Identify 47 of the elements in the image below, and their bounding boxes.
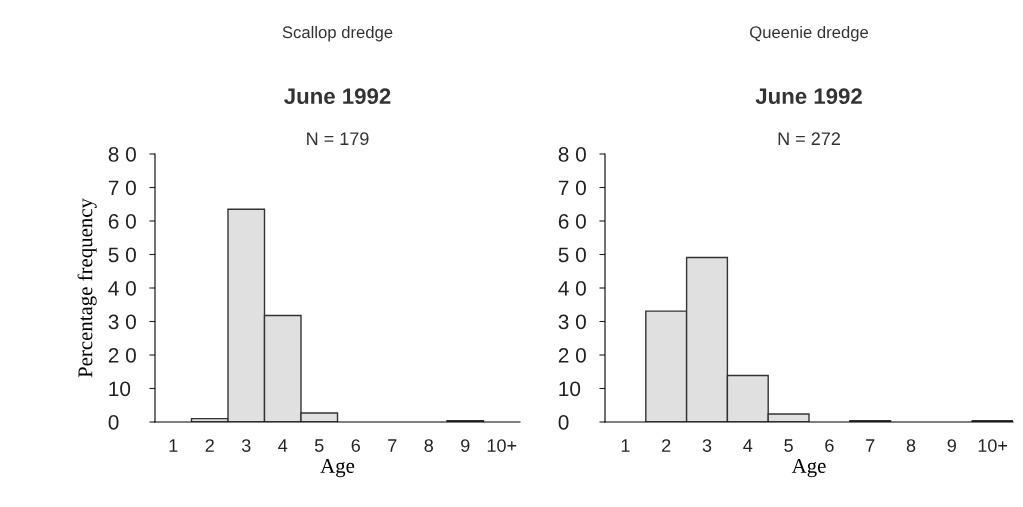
- y-tick-label: 4 0: [558, 281, 586, 296]
- chart-subtitle: N = 272: [778, 132, 840, 145]
- y-tick-label: 4 0: [108, 281, 136, 296]
- x-tick-label: 9: [461, 439, 470, 452]
- x-tick-label: 4: [278, 439, 288, 452]
- chart-title: June 1992: [755, 88, 862, 105]
- y-tick-label: 0: [108, 415, 119, 430]
- x-tick-label: 2: [205, 439, 214, 452]
- y-axis-title: Percentage frequency: [77, 198, 97, 378]
- x-tick-label: 6: [351, 439, 360, 452]
- x-tick-label: 3: [702, 439, 712, 452]
- y-tick-label: 10: [109, 381, 131, 397]
- y-tick-label: 10: [559, 381, 581, 397]
- y-tick-label: 3 0: [108, 314, 136, 330]
- x-tick-label: 10+: [487, 439, 517, 452]
- x-tick-label: 7: [866, 439, 875, 452]
- x-tick-label: 9: [947, 439, 956, 452]
- y-tick-label: 2 0: [108, 348, 136, 363]
- x-tick-label: 7: [388, 439, 397, 452]
- y-tick-label: 5 0: [558, 247, 586, 263]
- y-tick-label: 7 0: [558, 180, 586, 196]
- x-tick-label: 5: [784, 439, 793, 452]
- y-tick-label: 0: [558, 415, 569, 430]
- y-tick-label: 3 0: [558, 314, 586, 330]
- chart-title: June 1992: [284, 88, 391, 105]
- y-tick-label: 6 0: [558, 214, 586, 229]
- x-tick-label: 1: [169, 439, 178, 452]
- x-tick-label: 10+: [978, 439, 1008, 452]
- x-axis-title: Age: [320, 458, 355, 478]
- y-tick-label: 7 0: [108, 180, 136, 196]
- y-tick-label: 8 0: [558, 147, 586, 162]
- text: Queenie dredge: [750, 25, 869, 42]
- x-tick-label: 4: [743, 439, 753, 452]
- x-tick-label: 8: [906, 439, 916, 452]
- x-axis-title: Age: [791, 458, 826, 478]
- x-tick-label: 5: [314, 439, 324, 452]
- y-tick-label: 8 0: [108, 147, 136, 162]
- y-tick-label: 2 0: [558, 348, 586, 363]
- x-tick-label: 2: [662, 439, 671, 452]
- x-tick-label: 1: [621, 439, 630, 452]
- chart-subtitle: N = 179: [307, 132, 369, 146]
- y-tick-label: 6 0: [108, 214, 136, 229]
- x-tick-label: 6: [825, 439, 834, 452]
- text: Scallop dredge: [282, 25, 393, 42]
- x-tick-label: 3: [241, 439, 251, 452]
- y-tick-label: 5 0: [108, 247, 136, 263]
- x-tick-label: 8: [424, 439, 433, 452]
